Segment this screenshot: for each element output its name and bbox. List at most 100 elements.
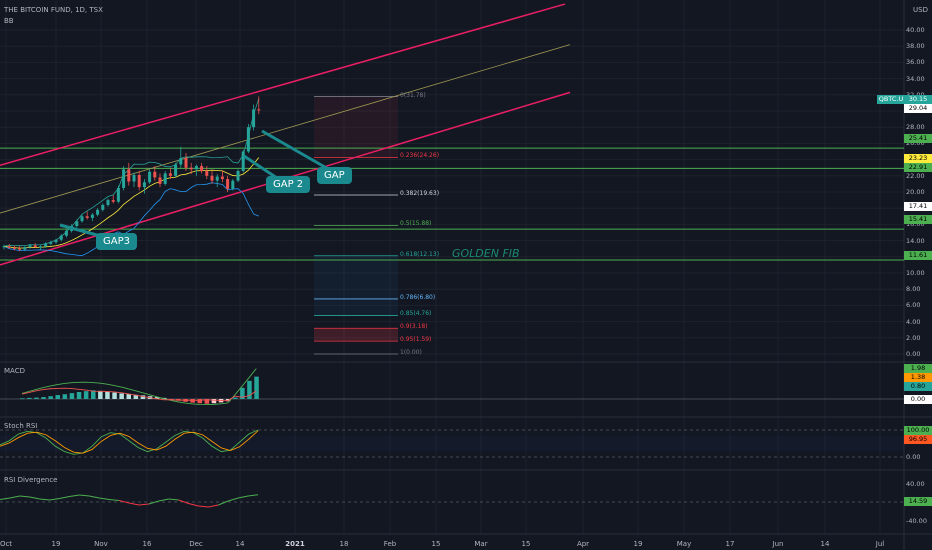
macd-bar xyxy=(211,399,217,404)
candle-body xyxy=(23,247,27,250)
y-tick-label: 6.00 xyxy=(906,301,921,310)
candle-body xyxy=(231,180,235,189)
x-tick-label: Jul xyxy=(875,540,885,548)
x-tick-label: Mar xyxy=(474,540,488,548)
rsi-segment xyxy=(99,497,110,500)
fib-level-label: 0(31.78) xyxy=(400,91,426,99)
rsi-segment xyxy=(19,495,30,498)
y-tick-label: 34.00 xyxy=(906,74,925,83)
candle-body xyxy=(116,187,120,202)
candle-body xyxy=(49,242,53,244)
rsi-segment xyxy=(118,500,130,504)
x-tick-label: Apr xyxy=(576,540,590,548)
currency-label: USD xyxy=(913,6,928,14)
candle-body xyxy=(106,200,110,205)
x-tick-label: 17 xyxy=(725,540,735,548)
fib-level-label: 1(0.00) xyxy=(400,349,422,356)
y-tick-label: 22.00 xyxy=(906,171,925,180)
trend-channel xyxy=(0,3,571,266)
y-tick-label: 0.00 xyxy=(906,350,921,358)
x-tick-label: 2021 xyxy=(285,540,305,548)
macd-bar xyxy=(91,390,96,399)
fib-zone-red xyxy=(314,328,398,342)
candle-body xyxy=(59,235,63,240)
candle-body xyxy=(127,169,131,182)
macd-title[interactable]: MACD xyxy=(4,367,25,375)
stoch-d xyxy=(0,430,259,454)
golden-fib-label: GOLDEN FIB xyxy=(452,247,520,260)
candle-body xyxy=(90,214,94,218)
macd-badge-4: 0.00 xyxy=(904,395,932,404)
rsi-segment xyxy=(138,503,149,506)
y-tick-label: 38.00 xyxy=(906,42,925,51)
y-tick-label: 20.00 xyxy=(906,188,925,196)
bb-lower xyxy=(3,182,259,256)
macd-bar xyxy=(133,394,139,399)
gap2-note[interactable]: GAP 2 xyxy=(266,176,311,193)
price-badge-p6: 15.41 xyxy=(904,215,932,224)
y-tick-label: 32.00 xyxy=(906,91,925,99)
rsi-segment xyxy=(0,497,10,500)
fib-level-label: 0.95(1.59) xyxy=(400,336,432,344)
y-tick-label: 36.00 xyxy=(906,58,925,67)
rsi-segment xyxy=(178,499,189,504)
x-tick-label: Oct xyxy=(0,540,13,548)
macd-bar xyxy=(20,398,25,400)
candle-body xyxy=(200,166,204,171)
rsi-segment xyxy=(168,498,179,501)
candle-body xyxy=(122,169,126,188)
candle-body xyxy=(64,230,68,236)
macd-bar xyxy=(27,397,32,399)
x-tick-label: 14 xyxy=(820,540,830,548)
candle-body xyxy=(215,176,219,181)
stoch-band xyxy=(0,435,904,452)
candle-body xyxy=(163,173,167,184)
macd-bar xyxy=(240,387,245,399)
rsi-segment xyxy=(248,494,259,497)
y-tick-label: 16.00 xyxy=(906,220,925,229)
fib-level-label: 0.382(19.63) xyxy=(400,189,440,197)
macd-bar xyxy=(112,392,117,399)
y-tick-label: 14.00 xyxy=(906,236,925,245)
rsi-badge: 14.59 xyxy=(904,497,932,506)
rsi-segment xyxy=(238,495,249,499)
channel-mid xyxy=(0,44,571,214)
fib-retracement xyxy=(314,96,398,355)
y-tick-label: 8.00 xyxy=(906,285,921,294)
gap-note[interactable]: GAP xyxy=(317,167,352,184)
last-price-badge: 30.15 xyxy=(904,95,932,104)
price-badge-p3: 23.23 xyxy=(904,154,932,163)
gap-pointer xyxy=(261,129,331,172)
rsi-segment xyxy=(59,496,70,499)
gap3-note[interactable]: GAP3 xyxy=(96,233,137,250)
rsi-segment xyxy=(188,503,199,507)
rsi-divergence-title[interactable]: RSI Divergence xyxy=(4,476,58,484)
rsi-segment xyxy=(39,498,50,501)
stoch-badge-1: 100.00 xyxy=(904,426,932,435)
fib-level-label: 0.236(24.26) xyxy=(400,152,440,160)
rsi-segment xyxy=(158,498,169,502)
macd-line xyxy=(21,368,257,406)
candle-body xyxy=(111,200,115,202)
bb-basis xyxy=(3,157,260,249)
indicator-label[interactable]: BB xyxy=(4,17,14,25)
macd-bar xyxy=(247,380,252,399)
macd-bar xyxy=(62,394,68,399)
candle-body xyxy=(252,109,256,128)
y-tick-label: 2.00 xyxy=(906,333,921,342)
ticker-badge: QBTC.U xyxy=(877,95,905,104)
candle-body xyxy=(205,170,209,176)
stoch-rsi-title[interactable]: Stoch RSI xyxy=(4,422,38,430)
candle-body xyxy=(44,243,48,247)
rsi-segment xyxy=(128,502,140,506)
macd-bar xyxy=(119,393,124,399)
fib-level-label: 0.85(4.76) xyxy=(400,310,432,318)
candle-body xyxy=(75,221,79,227)
candle-body xyxy=(38,246,42,248)
candle-body xyxy=(7,246,11,248)
macd-bar xyxy=(55,395,60,399)
rsi-segment xyxy=(218,500,229,506)
x-tick-label: 18 xyxy=(339,540,349,548)
rsi-segment xyxy=(29,496,40,500)
macd-bar xyxy=(140,395,146,399)
